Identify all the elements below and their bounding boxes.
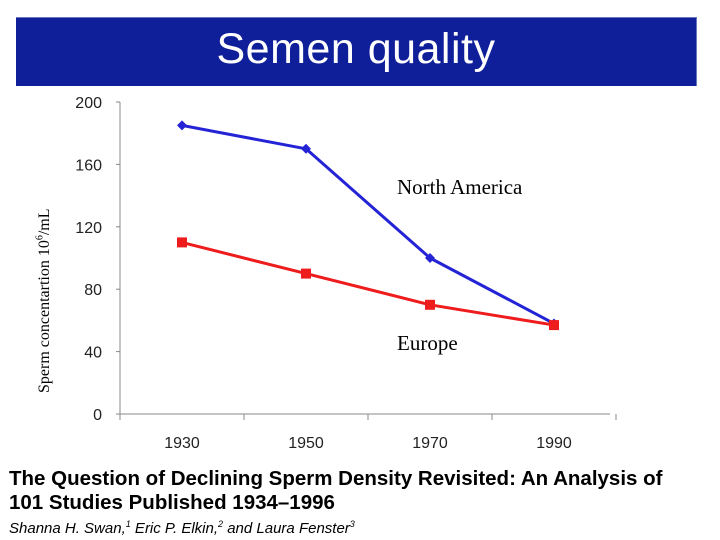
author-name: and Laura Fenster bbox=[223, 520, 350, 537]
line-chart: 0 40 80 120 160 200 1930 1950 1970 1990 North Amer… bbox=[75, 95, 617, 452]
author-name: Shanna H. Swan, bbox=[9, 520, 126, 537]
series-line-north-america bbox=[181, 123, 555, 325]
data-point-marker bbox=[177, 120, 187, 131]
y-tick-label: 200 bbox=[75, 95, 102, 112]
author-affiliation: 2 bbox=[218, 519, 224, 529]
series-line-europe bbox=[181, 240, 555, 327]
title-bar: Semen quality bbox=[16, 17, 697, 86]
paper-title-line-2: 101 Studies Published 1934–1996 bbox=[9, 491, 335, 514]
data-point-marker bbox=[177, 237, 187, 248]
y-tick-label: 40 bbox=[84, 345, 102, 362]
data-point-marker bbox=[549, 320, 559, 331]
y-tick-label: 80 bbox=[84, 282, 102, 299]
data-point-marker bbox=[425, 299, 435, 310]
data-point-marker bbox=[425, 253, 435, 263]
paper-title-line-1: The Question of Declining Sperm Density … bbox=[9, 467, 663, 490]
author-affiliation: 1 bbox=[125, 519, 131, 529]
x-tick-label: 1990 bbox=[536, 435, 572, 452]
y-tick-label: 120 bbox=[75, 220, 102, 237]
x-tick-label: 1970 bbox=[412, 435, 448, 452]
author-name: Eric P. Elkin, bbox=[130, 520, 219, 537]
author-affiliation: 3 bbox=[349, 519, 355, 529]
x-tick-label: 1930 bbox=[164, 435, 200, 452]
paper-title: The Question of Declining Sperm Density … bbox=[9, 467, 709, 515]
y-tick-label: 160 bbox=[75, 157, 102, 174]
series-annotation: Europe bbox=[397, 331, 458, 355]
data-point-marker bbox=[301, 268, 311, 279]
y-tick-label: 0 bbox=[93, 407, 102, 424]
series-annotation: North America bbox=[397, 175, 523, 199]
data-point-marker bbox=[301, 143, 311, 154]
slide-title: Semen quality bbox=[216, 24, 496, 73]
paper-authors: Shanna H. Swan,1 Eric P. Elkin,2 and Lau… bbox=[9, 519, 355, 537]
x-tick-label: 1950 bbox=[288, 435, 324, 452]
